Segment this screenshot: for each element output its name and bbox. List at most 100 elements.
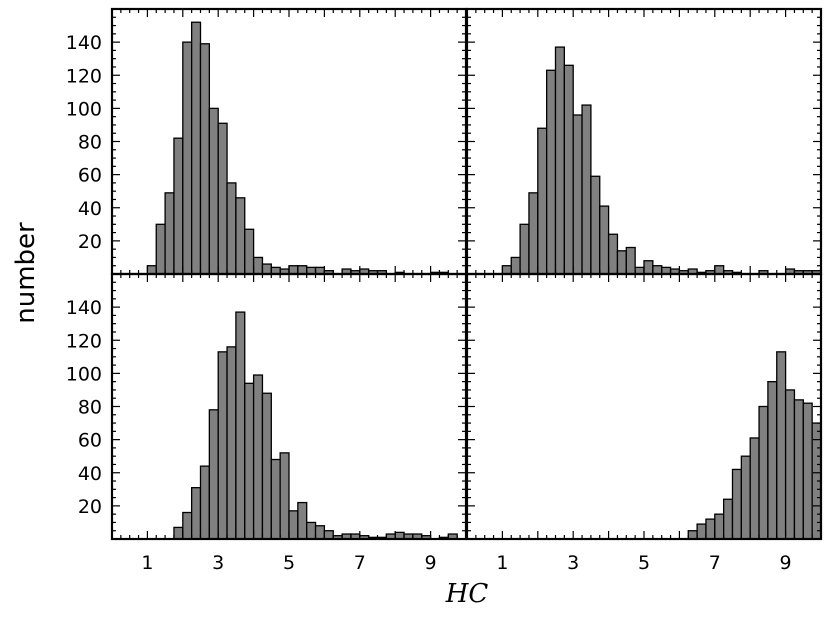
bars-bottom-left: [173, 311, 466, 539]
histogram-bar: [758, 405, 769, 539]
histogram-bar: [802, 402, 813, 539]
histogram-bar: [554, 46, 566, 274]
histogram-bar: [581, 104, 592, 274]
histogram-bar: [235, 311, 246, 539]
x-axis-label: HC: [445, 579, 489, 609]
tick-labels: 20 40 60 80 100 120 140 20 40 60 80 100 120 140 1 3 5 7 9 1…: [66, 32, 792, 574]
histogram-bar: [244, 382, 255, 539]
histogram-bar: [537, 127, 548, 274]
x-tick-label: 5: [283, 552, 295, 574]
x-tick-label: 7: [354, 552, 366, 574]
histogram-bar: [616, 250, 627, 274]
histogram-bar: [714, 513, 725, 539]
x-tick-label: 3: [212, 552, 224, 574]
histogram-bar: [297, 265, 308, 274]
histogram-bar: [270, 458, 281, 539]
x-tick-label: 5: [638, 552, 650, 574]
histogram-bar: [235, 197, 246, 274]
histogram-bar: [252, 374, 264, 539]
histogram-bar: [776, 351, 787, 539]
histogram-bar: [217, 122, 228, 274]
histogram-bar: [625, 246, 636, 274]
axis-ticks: [111, 8, 822, 540]
y-tick-label: 120: [66, 330, 102, 352]
y-tick-label: 40: [78, 463, 102, 485]
histogram-bar: [261, 392, 272, 539]
histogram-bar: [607, 233, 619, 274]
histogram-bar: [599, 205, 610, 274]
x-tick-label: 9: [780, 552, 792, 574]
y-tick-label: 20: [78, 496, 102, 518]
histogram-bar: [314, 525, 326, 539]
histogram-bar: [714, 265, 725, 274]
x-tick-label: 9: [425, 552, 437, 574]
histogram-bar: [793, 399, 804, 539]
histogram-bar: [261, 263, 272, 274]
histogram-bar: [173, 526, 184, 539]
y-axis-label: number: [11, 222, 41, 324]
histogram-bar: [173, 137, 184, 274]
histogram-bar: [182, 511, 193, 539]
histogram-bar: [687, 530, 698, 539]
y-tick-label: 120: [66, 65, 102, 87]
y-tick-label: 60: [78, 165, 102, 187]
y-tick-label: 100: [66, 363, 102, 385]
histogram-bar: [199, 43, 211, 274]
x-tick-label: 3: [567, 552, 579, 574]
histogram-bar: [323, 530, 334, 539]
bars-bottom-right: [687, 351, 821, 539]
histogram-bar: [164, 192, 175, 274]
y-tick-label: 140: [66, 297, 102, 319]
histogram-bar: [820, 438, 821, 539]
histogram-bar: [208, 409, 219, 539]
histogram-bar: [740, 455, 751, 539]
histogram-bar: [546, 69, 557, 274]
histogram-bar: [749, 437, 760, 539]
y-tick-label: 80: [78, 132, 102, 154]
x-tick-label: 1: [141, 552, 153, 574]
y-tick-label: 100: [66, 98, 102, 120]
y-tick-label: 80: [78, 397, 102, 419]
histogram-bar: [652, 265, 663, 274]
bars-top-left: [146, 21, 466, 274]
histogram-bar: [279, 452, 290, 539]
y-tick-label: 60: [78, 430, 102, 452]
histogram-bar: [199, 465, 211, 539]
histogram-bar: [705, 518, 716, 539]
panel-top-left: [146, 21, 466, 274]
histogram-bar: [519, 223, 530, 274]
histogram-bar: [731, 468, 743, 539]
y-tick-label: 40: [78, 198, 102, 220]
histogram-bar: [244, 228, 255, 274]
histogram-bar: [528, 192, 539, 274]
histogram-bar: [563, 64, 574, 274]
histogram-bar: [208, 107, 219, 274]
histogram-bar: [572, 114, 583, 274]
histogram-bar: [767, 381, 778, 539]
panel-bottom-right: [687, 351, 821, 539]
histogram-bar: [297, 501, 308, 539]
histogram-bar: [643, 260, 654, 274]
histogram-bar: [146, 265, 157, 274]
histogram-bar: [252, 256, 264, 274]
x-tick-label: 7: [709, 552, 721, 574]
histogram-bar: [182, 41, 193, 274]
histogram-bar: [226, 182, 237, 274]
histogram-bar: [784, 389, 796, 539]
histogram-bar: [190, 487, 202, 539]
histogram-bar: [226, 346, 237, 539]
y-tick-label: 20: [78, 231, 102, 253]
x-tick-label: 1: [496, 552, 508, 574]
panel-top-right: [501, 46, 821, 274]
histogram-bar: [696, 523, 707, 539]
histogram-bar: [723, 498, 734, 539]
histogram-bar: [306, 521, 317, 539]
y-tick-label: 140: [66, 32, 102, 54]
histogram-bar: [190, 21, 202, 274]
histogram-bar: [590, 175, 601, 274]
bars-top-right: [501, 46, 821, 274]
histogram-bar: [155, 223, 166, 274]
histogram-bar: [217, 351, 228, 539]
histogram-bar: [501, 265, 512, 274]
